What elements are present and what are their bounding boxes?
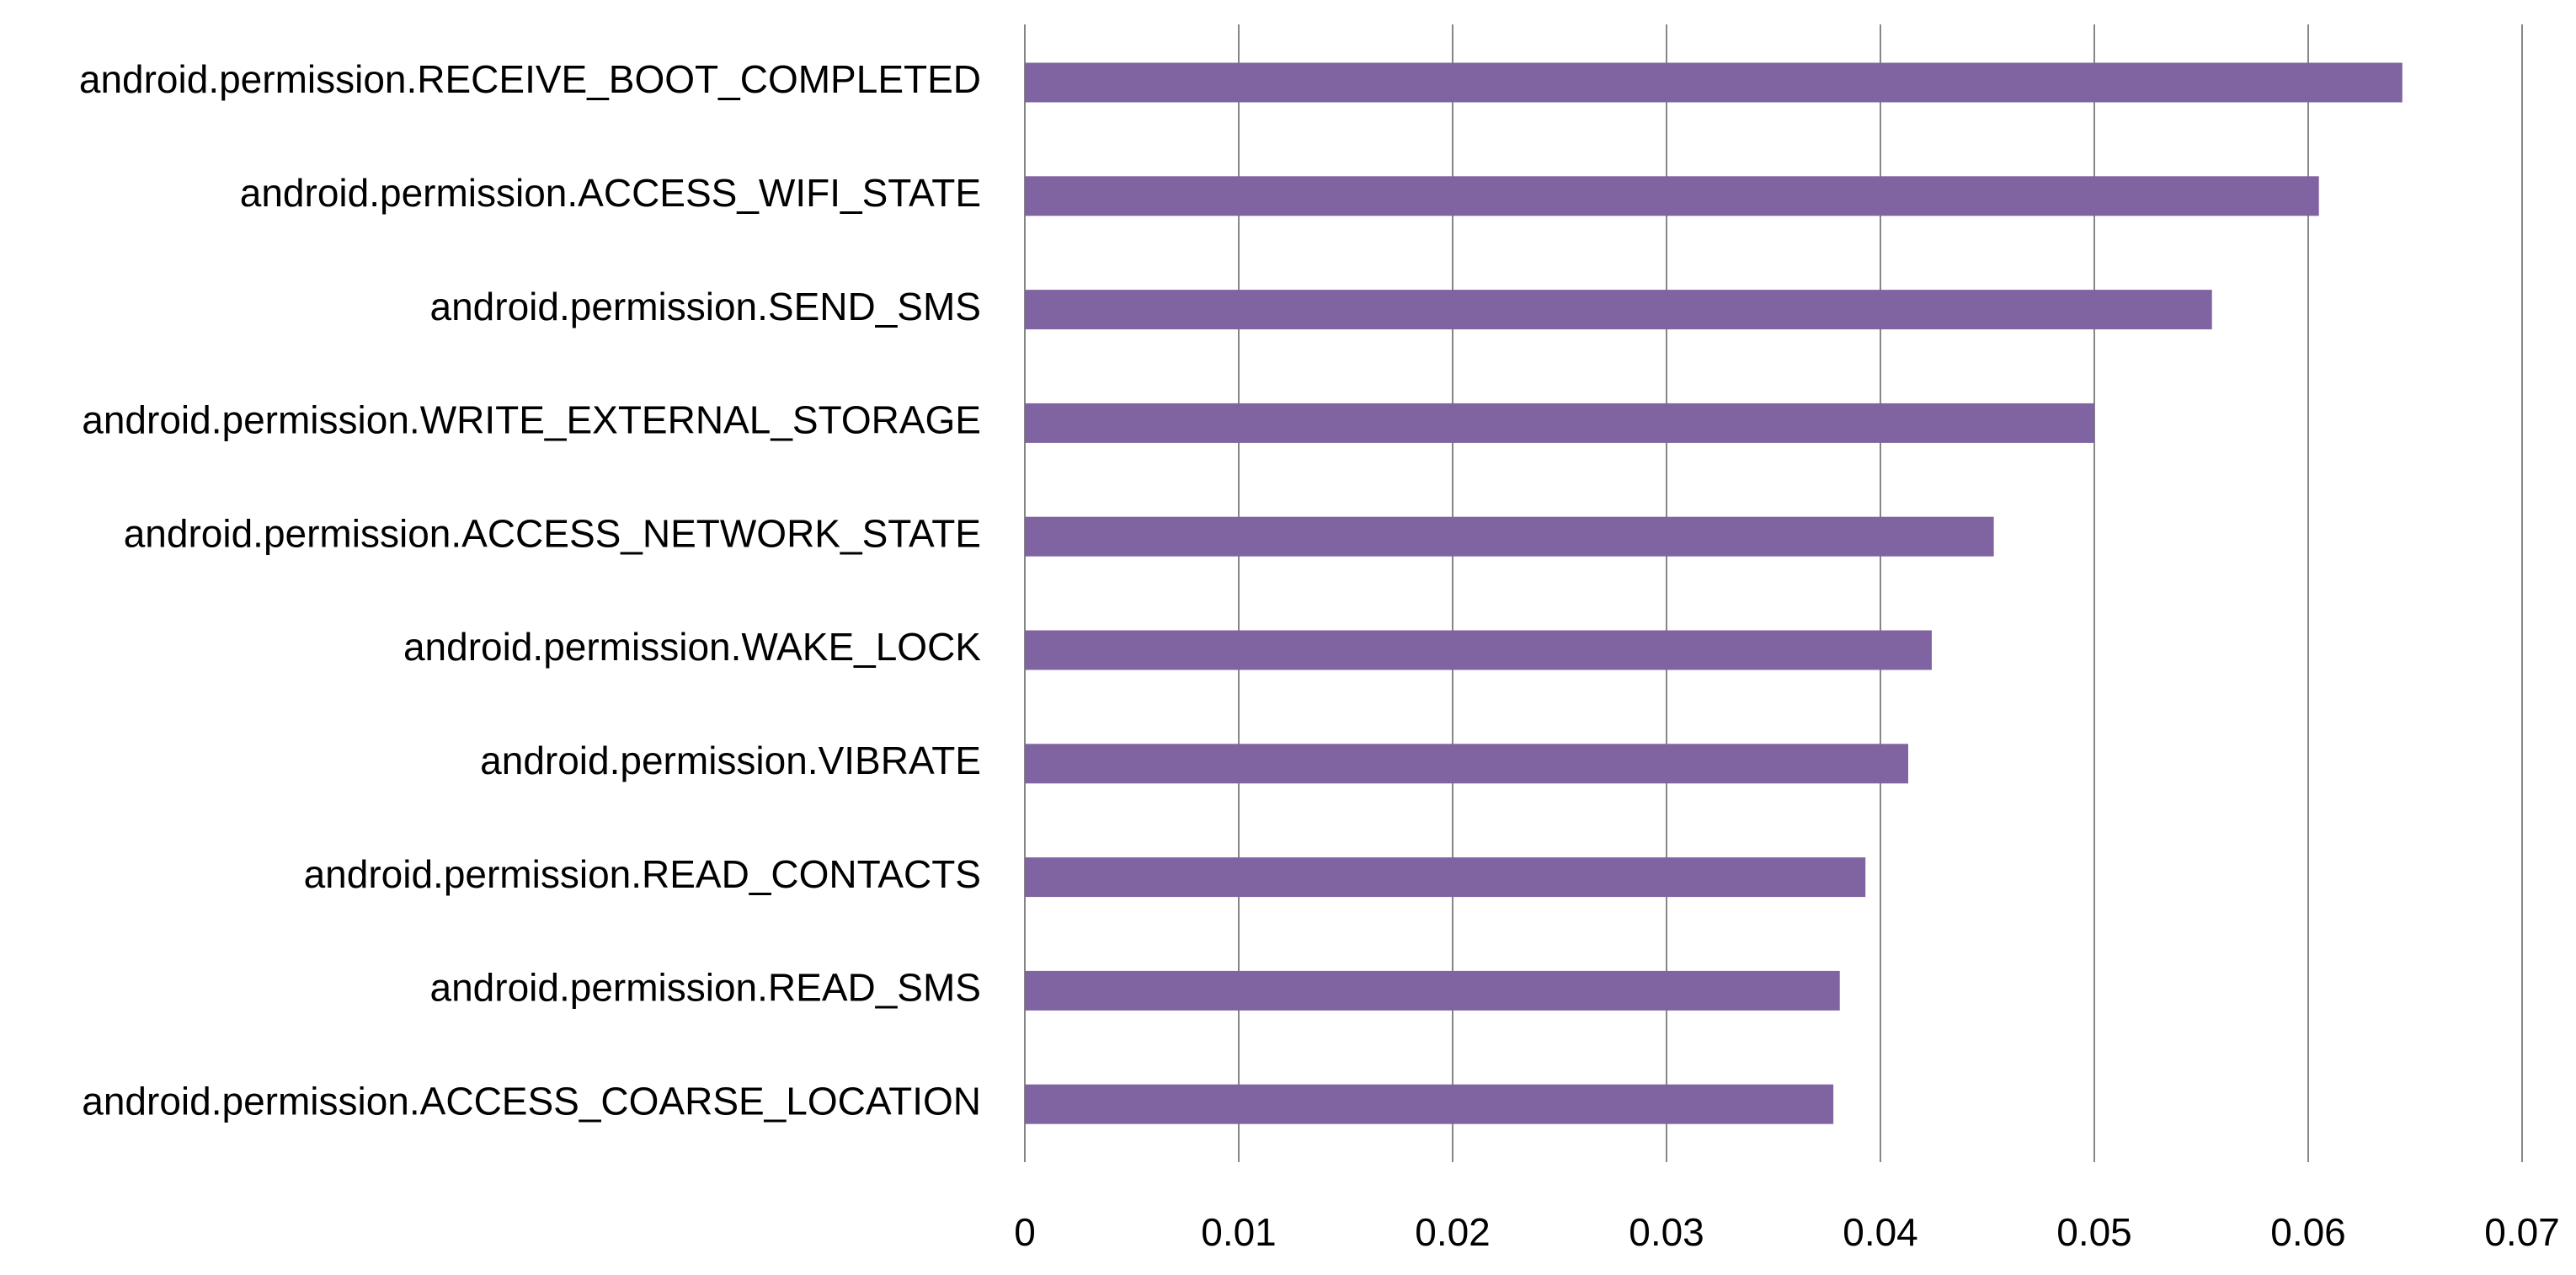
y-tick-label: android.permission.ACCESS_COARSE_LOCATIO…	[82, 1079, 981, 1123]
y-tick-label: android.permission.SEND_SMS	[430, 285, 982, 328]
x-tick-label: 0	[1014, 1210, 1036, 1254]
bar	[1025, 62, 2403, 103]
x-tick-label: 0.06	[2270, 1210, 2346, 1254]
y-tick-label: android.permission.VIBRATE	[480, 739, 981, 782]
bar	[1025, 630, 1932, 670]
x-tick-label: 0.01	[1201, 1210, 1277, 1254]
x-tick-label: 0.03	[1629, 1210, 1704, 1254]
bar	[1025, 1084, 1834, 1124]
y-tick-label: android.permission.RECEIVE_BOOT_COMPLETE…	[79, 57, 981, 101]
bar	[1025, 857, 1866, 898]
bar	[1025, 744, 1909, 784]
x-tick-label: 0.04	[1843, 1210, 1918, 1254]
y-tick-label: android.permission.WRITE_EXTERNAL_STORAG…	[82, 398, 981, 442]
bar	[1025, 290, 2212, 330]
y-tick-label: android.permission.ACCESS_NETWORK_STATE	[124, 511, 981, 555]
y-tick-label: android.permission.ACCESS_WIFI_STATE	[240, 171, 981, 215]
y-tick-label: android.permission.READ_CONTACTS	[304, 852, 981, 896]
x-tick-label: 0.07	[2484, 1210, 2560, 1254]
bar	[1025, 403, 2094, 443]
bar	[1025, 970, 1840, 1011]
x-tick-label: 0.02	[1415, 1210, 1491, 1254]
y-tick-label: android.permission.READ_SMS	[430, 966, 982, 1010]
bar	[1025, 516, 1994, 557]
y-tick-label: android.permission.WAKE_LOCK	[403, 625, 981, 669]
x-tick-label: 0.05	[2056, 1210, 2132, 1254]
bar	[1025, 176, 2319, 216]
